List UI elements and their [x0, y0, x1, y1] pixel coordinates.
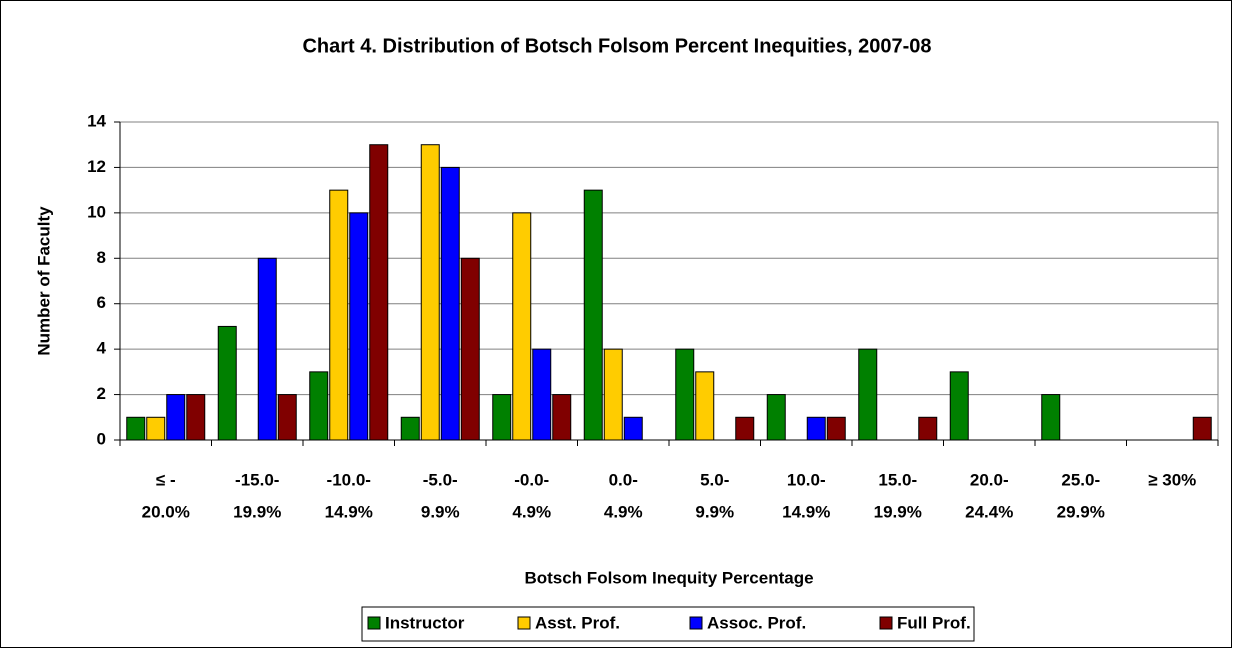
- x-tick-label: ≤ -: [156, 470, 176, 489]
- x-tick-label: 0.0-: [609, 470, 638, 489]
- x-tick-label: 9.9%: [421, 502, 460, 521]
- x-tick-label: -10.0-: [327, 470, 371, 489]
- y-tick-label: 14: [87, 111, 106, 130]
- bar: [512, 212, 532, 441]
- bar: [257, 257, 277, 441]
- bar: [217, 325, 237, 441]
- legend-label: Full Prof.: [897, 613, 971, 632]
- legend-swatch: [517, 616, 531, 630]
- legend-swatch: [367, 616, 381, 630]
- x-tick-label: 5.0-: [700, 470, 729, 489]
- bar: [166, 394, 186, 441]
- bar: [349, 212, 369, 441]
- legend-label: Assoc. Prof.: [707, 613, 806, 632]
- bar: [400, 416, 420, 441]
- x-tick-label: 9.9%: [695, 502, 734, 521]
- bar: [440, 166, 460, 441]
- bar: [695, 371, 715, 441]
- x-tick-label: 4.9%: [512, 502, 551, 521]
- x-tick-label: 25.0-: [1061, 470, 1100, 489]
- x-tick-label: ≥ 30%: [1148, 470, 1196, 489]
- y-tick-label: 4: [97, 339, 107, 358]
- bar: [146, 416, 166, 441]
- y-tick-label: 6: [97, 293, 106, 312]
- legend-label: Instructor: [385, 613, 465, 632]
- bar: [552, 394, 572, 441]
- bar: [492, 394, 512, 441]
- bar: [735, 416, 755, 441]
- y-tick-label: 0: [97, 429, 106, 448]
- legend-swatch: [689, 616, 703, 630]
- bar: [583, 189, 603, 441]
- bar: [949, 371, 969, 441]
- legend-swatch: [879, 616, 893, 630]
- y-tick-label: 2: [97, 384, 106, 403]
- chart-title: Chart 4. Distribution of Botsch Folsom P…: [302, 35, 931, 57]
- x-tick-label: -5.0-: [423, 470, 458, 489]
- x-tick-label: 15.0-: [878, 470, 917, 489]
- y-tick-label: 8: [97, 248, 106, 267]
- bar: [309, 371, 329, 441]
- bar: [329, 189, 349, 441]
- bar: [420, 144, 440, 441]
- bar: [277, 394, 297, 441]
- plot-area: [119, 121, 1219, 441]
- bar: [126, 416, 146, 441]
- y-tick-label: 12: [87, 157, 106, 176]
- x-tick-label: 4.9%: [604, 502, 643, 521]
- x-tick-label: 14.9%: [325, 502, 373, 521]
- bar: [858, 348, 878, 441]
- bar: [1041, 394, 1061, 441]
- bar: [369, 144, 389, 441]
- y-axis-label: Number of Faculty: [34, 206, 53, 356]
- x-tick-label: 29.9%: [1057, 502, 1105, 521]
- bar: [826, 416, 846, 441]
- y-tick-label: 10: [87, 202, 106, 221]
- x-tick-label: -0.0-: [514, 470, 549, 489]
- x-tick-label: -15.0-: [235, 470, 279, 489]
- x-tick-label: 19.9%: [874, 502, 922, 521]
- x-tick-label: 10.0-: [787, 470, 826, 489]
- bar: [532, 348, 552, 441]
- legend-label: Asst. Prof.: [535, 613, 620, 632]
- legend-box: [361, 606, 975, 642]
- bar: [806, 416, 826, 441]
- bar: [460, 257, 480, 441]
- bar: [623, 416, 643, 441]
- bar: [186, 394, 206, 441]
- x-tick-label: 24.4%: [965, 502, 1013, 521]
- bar: [675, 348, 695, 441]
- bar: [603, 348, 623, 441]
- x-tick-label: 19.9%: [233, 502, 281, 521]
- x-tick-label: 20.0-: [970, 470, 1009, 489]
- x-tick-label: 20.0%: [142, 502, 190, 521]
- bar: [766, 394, 786, 441]
- x-axis-label: Botsch Folsom Inequity Percentage: [524, 568, 813, 587]
- bar: [918, 416, 938, 441]
- x-tick-label: 14.9%: [782, 502, 830, 521]
- bar: [1192, 416, 1212, 441]
